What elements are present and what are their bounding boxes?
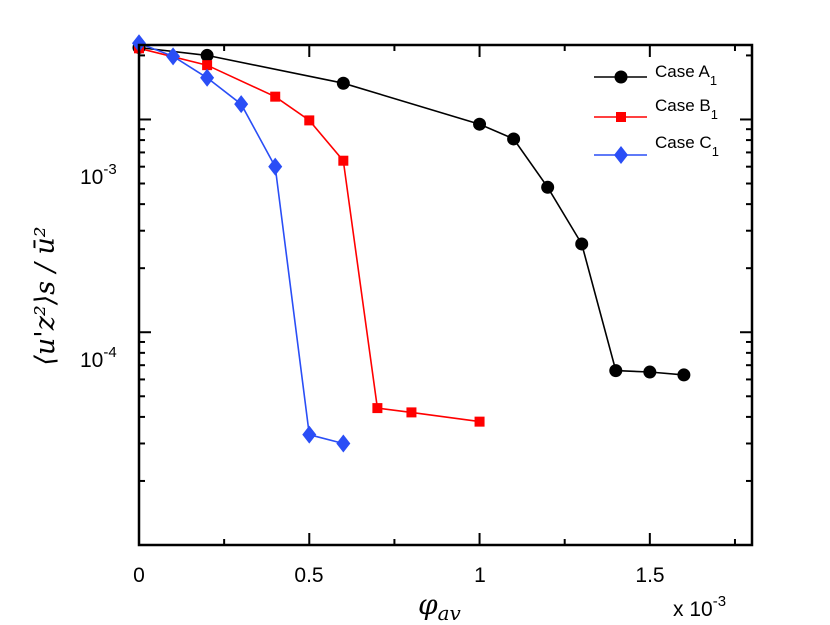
data-point <box>609 364 623 378</box>
data-point <box>336 434 351 453</box>
data-point <box>302 425 317 444</box>
data-point <box>132 34 146 53</box>
legend-marker-c <box>614 146 628 164</box>
data-point <box>507 132 521 146</box>
data-point <box>677 368 691 382</box>
legend: Case A1 Case B1 Case C1 <box>594 62 719 164</box>
y-tick-base: 10 <box>80 349 103 372</box>
legend-entry-case-a1: Case A1 <box>594 62 717 88</box>
legend-label-a: Case A1 <box>655 62 717 88</box>
series-line-0 <box>138 46 684 376</box>
x-multiplier-exp: -3 <box>713 593 726 610</box>
x-axis-label: φav <box>418 588 462 625</box>
data-point <box>474 416 485 427</box>
x-tick-label: 0 <box>133 564 145 587</box>
x-tick-labels: 0 0.5 1 1.5 <box>133 564 664 587</box>
y-tick-labels: 10-3 10-4 <box>80 161 117 372</box>
data-point <box>575 237 589 251</box>
legend-label-b-sub: 1 <box>711 107 718 122</box>
series-line-1 <box>138 47 480 423</box>
legend-marker-b <box>616 112 626 122</box>
data-point <box>202 60 213 71</box>
legend-label-b: Case B1 <box>655 96 718 122</box>
plot-frame <box>137 43 754 547</box>
x-axis-label-symbol: φ <box>418 588 438 621</box>
data-point <box>234 95 249 114</box>
y-tick-label-1e-3: 10-3 <box>80 161 117 189</box>
x-tick-label: 1.5 <box>635 564 664 587</box>
markers-layer <box>132 34 691 453</box>
data-point <box>372 403 383 414</box>
x-multiplier-base: x 10 <box>673 598 713 621</box>
y-tick-label-1e-4: 10-4 <box>80 344 117 372</box>
x-tick-label: 1 <box>474 564 486 587</box>
data-point <box>643 365 657 379</box>
x-multiplier: x 10-3 <box>673 593 726 621</box>
legend-entry-case-b1: Case B1 <box>594 96 718 122</box>
legend-label-b-main: Case B <box>655 96 711 115</box>
data-point <box>200 68 215 87</box>
y-tick-exp: -4 <box>103 344 116 361</box>
legend-label-a-sub: 1 <box>710 73 717 88</box>
data-point <box>304 115 315 126</box>
data-point <box>338 155 349 166</box>
y-axis-label: ⟨u'z²⟩s / ū² <box>30 226 61 365</box>
data-point <box>270 91 281 102</box>
ticks-layer <box>138 45 752 546</box>
data-point <box>473 117 487 131</box>
legend-label-c: Case C1 <box>655 133 719 159</box>
x-axis-label-sub: av <box>438 601 462 625</box>
data-point <box>200 48 214 62</box>
lines-layer <box>138 42 684 445</box>
legend-marker-a <box>614 70 628 84</box>
legend-label-c-main: Case C <box>655 133 712 152</box>
data-point <box>166 47 181 66</box>
x-tick-label: 0.5 <box>294 564 323 587</box>
y-tick-base: 10 <box>80 166 103 189</box>
legend-entry-case-c1: Case C1 <box>594 133 719 164</box>
legend-label-a-main: Case A <box>655 62 710 81</box>
y-tick-exp: -3 <box>103 161 116 178</box>
data-point <box>268 157 283 176</box>
data-point <box>336 76 350 90</box>
legend-label-c-sub: 1 <box>712 144 719 159</box>
data-point <box>406 407 417 418</box>
data-point <box>541 180 555 194</box>
